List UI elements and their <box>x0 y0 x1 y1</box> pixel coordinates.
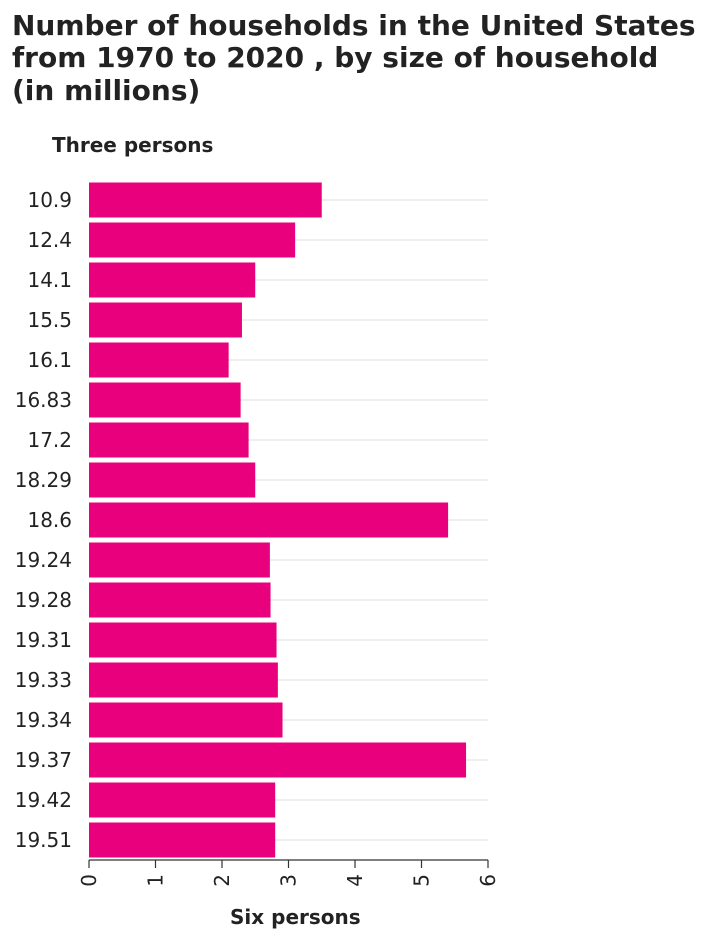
bar <box>89 822 276 858</box>
chart-title: Number of households in the United State… <box>12 9 696 107</box>
bar <box>89 422 249 458</box>
y-tick-label: 16.83 <box>15 388 72 412</box>
y-tick-label: 19.34 <box>15 708 72 732</box>
x-tick-label: 6 <box>476 874 500 887</box>
x-axis-label: Six persons <box>230 905 361 929</box>
bar <box>89 702 283 738</box>
y-tick-label: 19.51 <box>15 828 72 852</box>
y-tick-label: 19.37 <box>15 748 72 772</box>
x-tick-label: 4 <box>343 874 367 887</box>
bar <box>89 262 256 298</box>
x-tick-label: 2 <box>210 874 234 887</box>
bar <box>89 382 241 418</box>
x-tick-label: 3 <box>277 874 301 887</box>
x-tick-label: 1 <box>144 874 168 887</box>
bar <box>89 582 271 618</box>
y-tick-label: 19.28 <box>15 588 72 612</box>
y-tick-label: 16.1 <box>27 348 72 372</box>
y-tick-label: 10.9 <box>27 188 72 212</box>
y-tick-label: 19.24 <box>15 548 72 572</box>
bar <box>89 342 229 378</box>
bar <box>89 662 278 698</box>
bar <box>89 182 322 218</box>
bar <box>89 782 276 818</box>
y-tick-label: 19.42 <box>15 788 72 812</box>
bar <box>89 622 277 658</box>
x-tick-label: 5 <box>410 874 434 887</box>
bar <box>89 742 467 778</box>
y-tick-label: 18.29 <box>15 468 72 492</box>
y-tick-label: 15.5 <box>27 308 72 332</box>
y-tick-label: 12.4 <box>27 228 72 252</box>
y-tick-label: 19.31 <box>15 628 72 652</box>
bar <box>89 462 256 498</box>
bar <box>89 542 270 578</box>
y-axis-label: Three persons <box>52 133 214 157</box>
bar <box>89 222 296 258</box>
y-tick-label: 19.33 <box>15 668 72 692</box>
x-tick-label: 0 <box>77 874 101 887</box>
y-tick-label: 14.1 <box>27 268 72 292</box>
y-tick-label: 17.2 <box>27 428 72 452</box>
y-tick-label: 18.6 <box>27 508 72 532</box>
bar <box>89 502 449 538</box>
bar <box>89 302 242 338</box>
